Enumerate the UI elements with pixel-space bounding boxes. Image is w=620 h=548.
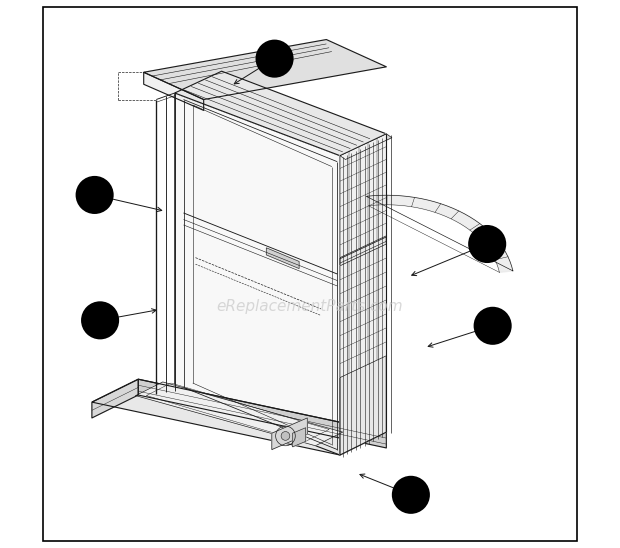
Polygon shape: [366, 195, 513, 272]
Circle shape: [469, 226, 505, 262]
Text: 48: 48: [477, 237, 497, 251]
Polygon shape: [293, 428, 306, 447]
Circle shape: [77, 177, 113, 213]
Polygon shape: [340, 134, 386, 455]
Polygon shape: [136, 382, 343, 446]
Polygon shape: [92, 379, 386, 455]
Polygon shape: [267, 248, 299, 269]
Polygon shape: [175, 71, 386, 156]
Polygon shape: [144, 39, 386, 100]
Circle shape: [281, 432, 290, 440]
Text: 47: 47: [265, 52, 284, 66]
Polygon shape: [340, 134, 386, 258]
Polygon shape: [340, 244, 386, 378]
Polygon shape: [92, 379, 138, 418]
Polygon shape: [138, 379, 386, 448]
Text: eReplacementParts.com: eReplacementParts.com: [216, 299, 404, 314]
Circle shape: [393, 477, 429, 513]
Polygon shape: [175, 93, 340, 455]
Polygon shape: [144, 72, 204, 111]
Circle shape: [475, 308, 511, 344]
Polygon shape: [340, 134, 392, 159]
Text: 46: 46: [85, 188, 104, 202]
Text: 49: 49: [483, 319, 502, 333]
Circle shape: [82, 302, 118, 338]
Polygon shape: [272, 418, 308, 449]
Text: 45: 45: [401, 488, 420, 502]
Text: 44: 44: [91, 313, 110, 327]
Circle shape: [257, 41, 293, 77]
